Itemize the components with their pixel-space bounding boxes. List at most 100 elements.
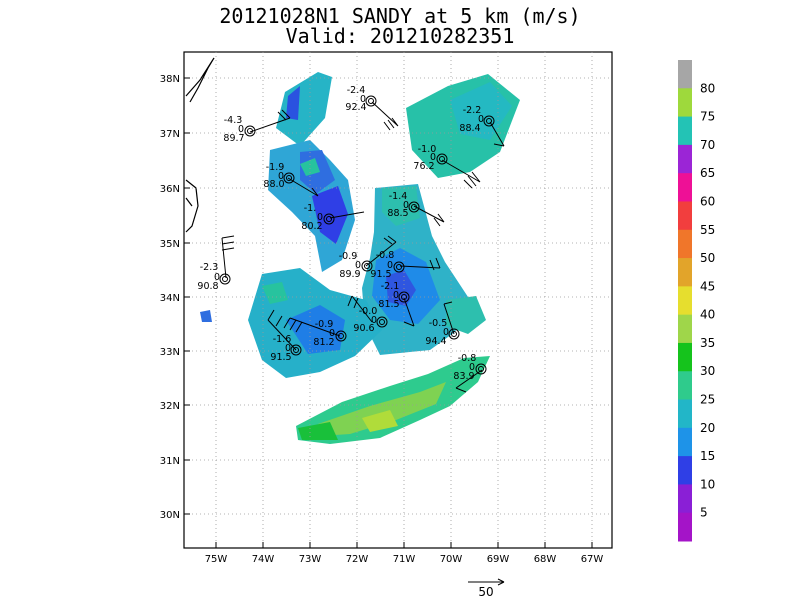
axis-labels: 75W 74W 73W 72W 71W 70W 69W 68W 67W 38N 37N 36N 35N 3…	[160, 74, 604, 565]
wind-patch	[382, 186, 420, 226]
obs-mid-label: 0	[214, 272, 220, 283]
obs-mid-label: 0	[403, 200, 409, 211]
colorbar-swatch	[678, 116, 692, 146]
obs-bot-label: 89.9	[339, 269, 360, 280]
colorbar-swatch	[678, 286, 692, 316]
obs-bot-label: 89.7	[223, 133, 244, 144]
obs-bot-label: 81.5	[378, 299, 399, 310]
station-markers	[219, 95, 495, 375]
wind-patch	[446, 296, 486, 334]
wind-patch	[362, 410, 398, 432]
wind-patch	[312, 186, 348, 244]
chart-title-line-2: Valid: 201210282351	[285, 24, 515, 48]
obs-bot-label: 92.4	[345, 102, 366, 113]
lat-tick-label: 38N	[160, 74, 180, 85]
colorbar-label: 80	[700, 81, 715, 95]
obs-top-label: -0.5	[429, 318, 448, 329]
lon-tick-label: 67W	[581, 554, 604, 565]
obs-bot-label: 88.0	[263, 179, 284, 190]
wind-patch	[200, 310, 212, 322]
obs-mid-label: 0	[443, 327, 449, 338]
obs-top-label: -1.0	[418, 144, 437, 155]
colorbar-label: 45	[700, 279, 715, 293]
colorbar-label: 75	[700, 110, 715, 124]
colorbar-label: 30	[700, 364, 715, 378]
colorbar-label: 55	[700, 223, 715, 237]
lon-tick-label: 73W	[299, 554, 322, 565]
colorbar-swatch	[678, 201, 692, 231]
colorbar-label: 60	[700, 194, 715, 208]
obs-top-label: -2.1	[381, 281, 400, 292]
colorbar-label: 20	[700, 421, 715, 435]
obs-mid-label: 0	[278, 171, 284, 182]
wind-patch	[286, 305, 345, 354]
obs-top-label: -1.4	[389, 191, 408, 202]
colorbar-label: 25	[700, 393, 715, 407]
obs-bot-label: 81.2	[313, 337, 334, 348]
colorbar-swatch	[678, 512, 692, 542]
obs-bot-label: 91.5	[270, 352, 291, 363]
obs-bot-label: 80.2	[301, 221, 322, 232]
colorbar-label: 40	[700, 308, 715, 322]
obs-mid-label: 0	[285, 343, 291, 354]
colorbar-label: 10	[700, 477, 715, 491]
colorbar-swatch	[678, 258, 692, 287]
wind-barbs	[221, 101, 505, 393]
obs-top-label: -2.3	[200, 262, 219, 273]
wind-patch	[318, 382, 446, 436]
obs-top-label: -2.4	[347, 85, 366, 96]
wind-patch	[450, 82, 512, 140]
colorbar-label: 15	[700, 449, 715, 463]
obs-bot-label: 90.8	[197, 281, 218, 292]
wind-patch	[298, 422, 338, 440]
scale-arrow: 50	[468, 578, 505, 599]
obs-mid-label: 0	[360, 94, 366, 105]
colorbar-swatch	[678, 427, 692, 457]
obs-top-label: -0.9	[315, 319, 334, 330]
lon-tick-label: 68W	[534, 554, 557, 565]
lat-tick-label: 36N	[160, 184, 180, 195]
colorbar-label: 50	[700, 251, 715, 265]
obs-mid-label: 0	[478, 114, 484, 125]
lon-tick-label: 74W	[252, 554, 275, 565]
obs-top-label: -1.9	[266, 162, 285, 173]
colorbar-label: 5	[700, 506, 708, 520]
lon-tick-label: 70W	[440, 554, 463, 565]
obs-top-label: -0.8	[458, 353, 477, 364]
obs-top-label: -2.2	[463, 105, 482, 116]
lat-tick-label: 33N	[160, 347, 180, 358]
colorbar-swatch	[678, 173, 692, 202]
colorbar-swatch	[678, 229, 692, 259]
lat-tick-label: 31N	[160, 456, 180, 467]
wind-patch	[300, 158, 320, 176]
obs-mid-label: 0	[317, 212, 323, 223]
obs-mid-label: 0	[329, 328, 335, 339]
colorbar-swatch	[678, 88, 692, 118]
obs-top-label: -0.9	[339, 251, 358, 262]
wind-patch	[286, 86, 300, 120]
lon-tick-label: 72W	[346, 554, 369, 565]
obs-mid-label: 0	[469, 362, 475, 373]
lat-tick-label: 35N	[160, 239, 180, 250]
obs-bot-label: 88.5	[387, 208, 408, 219]
colorbar-swatch	[678, 60, 692, 89]
lon-tick-label: 71W	[393, 554, 416, 565]
lon-tick-label: 75W	[205, 554, 228, 565]
obs-bot-label: 88.4	[459, 123, 480, 134]
obs-mid-label: 0	[371, 315, 377, 326]
lat-tick-label: 30N	[160, 510, 180, 521]
scale-label: 50	[478, 585, 493, 599]
lat-tick-label: 32N	[160, 401, 180, 412]
lon-tick-label: 69W	[487, 554, 510, 565]
obs-mid-label: 0	[387, 260, 393, 271]
coastline	[185, 57, 215, 233]
colorbar-swatch	[678, 144, 692, 174]
colorbar: 80 75 70 65 60 55 50 45 40 35 30 25 20 15 10 5	[678, 60, 715, 542]
lat-tick-label: 37N	[160, 129, 180, 140]
obs-bot-label: 90.6	[353, 323, 374, 334]
obs-bot-label: 83.9	[453, 371, 474, 382]
obs-top-label: -0.8	[376, 250, 395, 261]
colorbar-swatch	[678, 342, 692, 372]
observation-labels: -2.4092.4-4.3089.7-2.2088.4-1.9088.0-1.0…	[197, 85, 484, 382]
